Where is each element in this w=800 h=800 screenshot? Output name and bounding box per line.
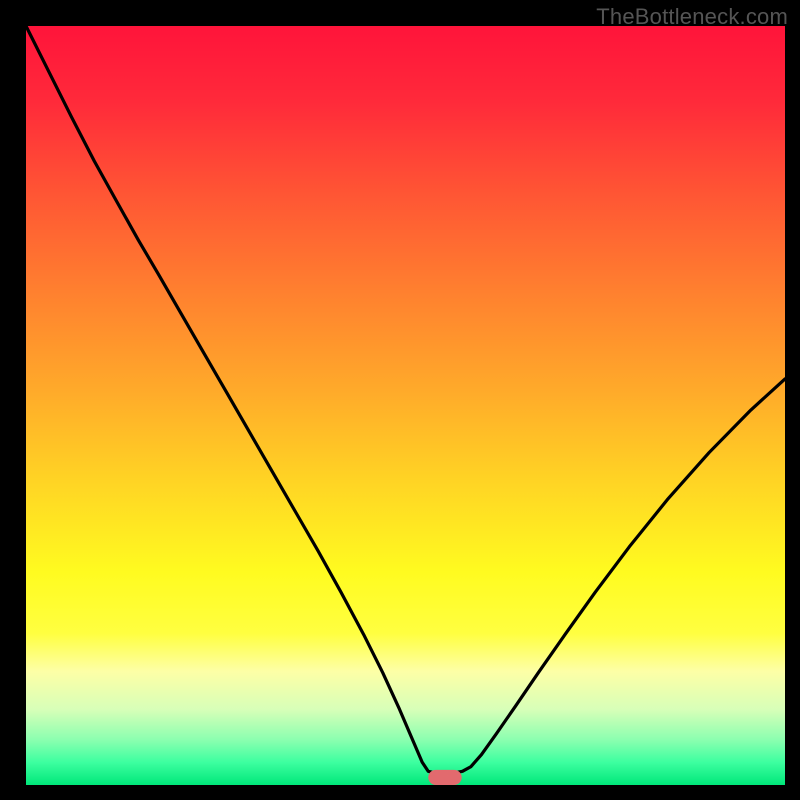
plot-background	[26, 26, 785, 785]
watermark-text: TheBottleneck.com	[596, 4, 788, 30]
bottleneck-chart	[0, 0, 800, 800]
minimum-marker	[428, 770, 461, 785]
chart-container: TheBottleneck.com	[0, 0, 800, 800]
